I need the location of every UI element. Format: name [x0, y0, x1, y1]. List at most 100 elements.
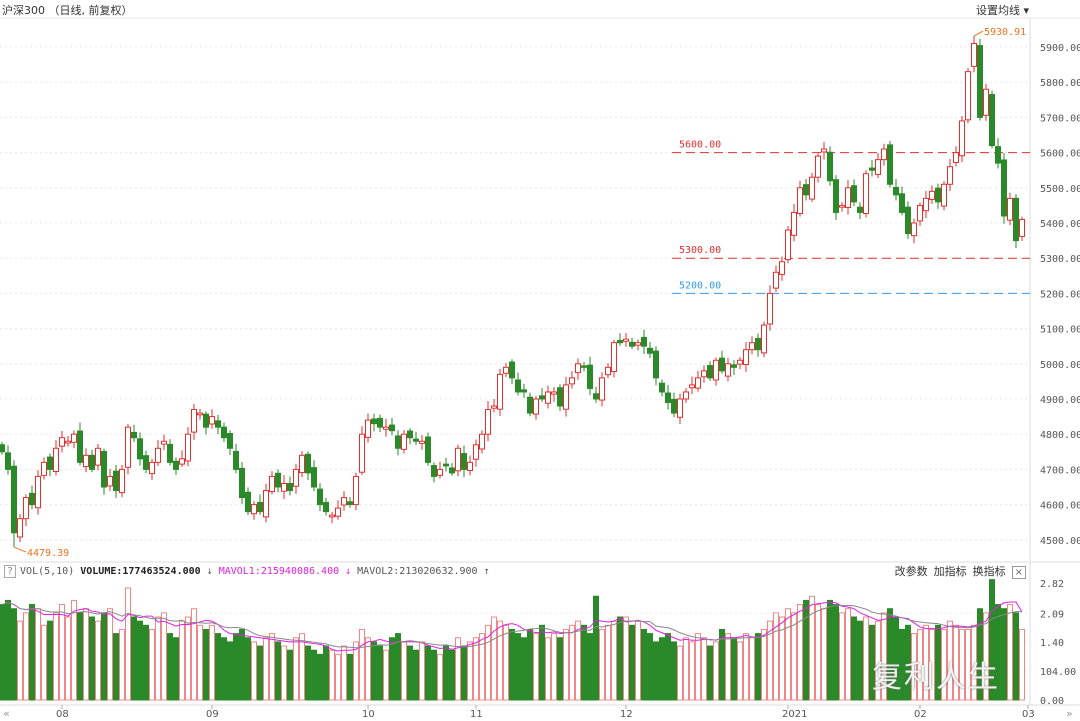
candle-body [377, 417, 383, 428]
candle-body [887, 144, 893, 185]
candle [155, 440, 161, 466]
candle-body [635, 342, 641, 346]
candle [503, 363, 509, 378]
volume-bar [263, 637, 269, 701]
candle [347, 496, 353, 508]
candle [77, 422, 83, 466]
volume-bar [341, 645, 347, 701]
volume-bar [845, 608, 851, 701]
volume-bar [383, 649, 389, 701]
scroll-left-icon[interactable]: « [3, 707, 10, 720]
candle [731, 360, 737, 376]
candle-body [719, 357, 725, 372]
candle [449, 463, 455, 476]
candle-body [401, 433, 407, 450]
candle [353, 472, 359, 511]
scroll-right-icon[interactable]: » [1066, 707, 1073, 720]
candle-body [257, 501, 263, 513]
candle-body [185, 433, 191, 462]
candle-body [701, 370, 707, 378]
candle [431, 462, 437, 483]
switch-indicator-button[interactable]: 换指标 [972, 565, 1006, 578]
candle-body [389, 424, 395, 432]
candle-body [455, 447, 461, 472]
candle-body [515, 379, 521, 393]
volume-bar [185, 616, 191, 701]
candle [407, 428, 413, 445]
candle [281, 475, 287, 499]
ma-setting-dropdown[interactable]: 设置均线 ▾ [976, 4, 1030, 17]
volume-bar [389, 637, 395, 701]
volume-bar [683, 637, 689, 701]
volume-bar [143, 624, 149, 701]
volume-bar [563, 628, 569, 701]
volume-bar [149, 628, 155, 701]
candle-body [833, 179, 839, 213]
candle [863, 170, 869, 218]
volume-bar [761, 628, 767, 701]
candle-body [233, 450, 239, 470]
candle-body [527, 396, 533, 414]
add-indicator-button[interactable]: 加指标 [933, 565, 967, 578]
volume-bar [551, 633, 557, 701]
candle [335, 500, 341, 520]
candle-body [671, 398, 677, 414]
candle [845, 180, 851, 215]
x-tick-label: 02 [914, 709, 927, 720]
candle [989, 90, 995, 149]
candle [509, 359, 515, 385]
candle-body [1001, 159, 1007, 217]
edit-params-button[interactable]: 改参数 [894, 565, 928, 578]
candle-body [365, 419, 371, 438]
candle [953, 146, 959, 167]
volume-bar [1001, 608, 1007, 701]
candle-body [785, 229, 791, 261]
volume-bar [221, 637, 227, 701]
candle [599, 372, 605, 407]
candle-body [35, 475, 41, 509]
volume-bar [113, 633, 119, 701]
volume-bar [707, 645, 713, 701]
candle [1007, 192, 1013, 226]
candle-body [317, 488, 323, 506]
candle-body [959, 120, 965, 157]
candle-body [413, 438, 419, 442]
volume-bar [941, 628, 947, 701]
candle [983, 83, 989, 121]
close-icon[interactable]: × [1011, 566, 1026, 579]
volume-bar [371, 641, 377, 701]
candle [563, 376, 569, 417]
candle-body [803, 184, 809, 196]
help-icon[interactable]: ? [4, 565, 17, 578]
volume-bar [587, 633, 593, 701]
volume-bar [689, 641, 695, 701]
volume-bar [989, 579, 995, 701]
candle-body [77, 430, 83, 463]
candle [977, 38, 983, 121]
candle [413, 431, 419, 446]
volume-bar [23, 612, 29, 701]
volume-bar [773, 612, 779, 701]
volume-bar [11, 608, 17, 701]
volume-bar [251, 641, 257, 701]
volume-bar [869, 624, 875, 701]
candle [539, 388, 545, 402]
candle [383, 418, 389, 437]
candle-body [269, 475, 275, 493]
indicator-buttons: 改参数 加指标 换指标 × [895, 565, 1026, 579]
candle [659, 379, 665, 397]
candle [203, 411, 209, 435]
candle-body [275, 472, 281, 488]
candle [557, 384, 563, 411]
chart-title: 沪深300 （日线, 前复权） [2, 4, 133, 17]
candle [89, 449, 95, 473]
candle [185, 427, 191, 467]
candle [479, 430, 485, 454]
candle-body [749, 342, 755, 351]
price-annotation: 5930.91 [984, 27, 1026, 38]
volume-bar [575, 620, 581, 701]
volume-bar [665, 633, 671, 701]
candle-body [443, 463, 449, 467]
candle-body [197, 412, 203, 416]
